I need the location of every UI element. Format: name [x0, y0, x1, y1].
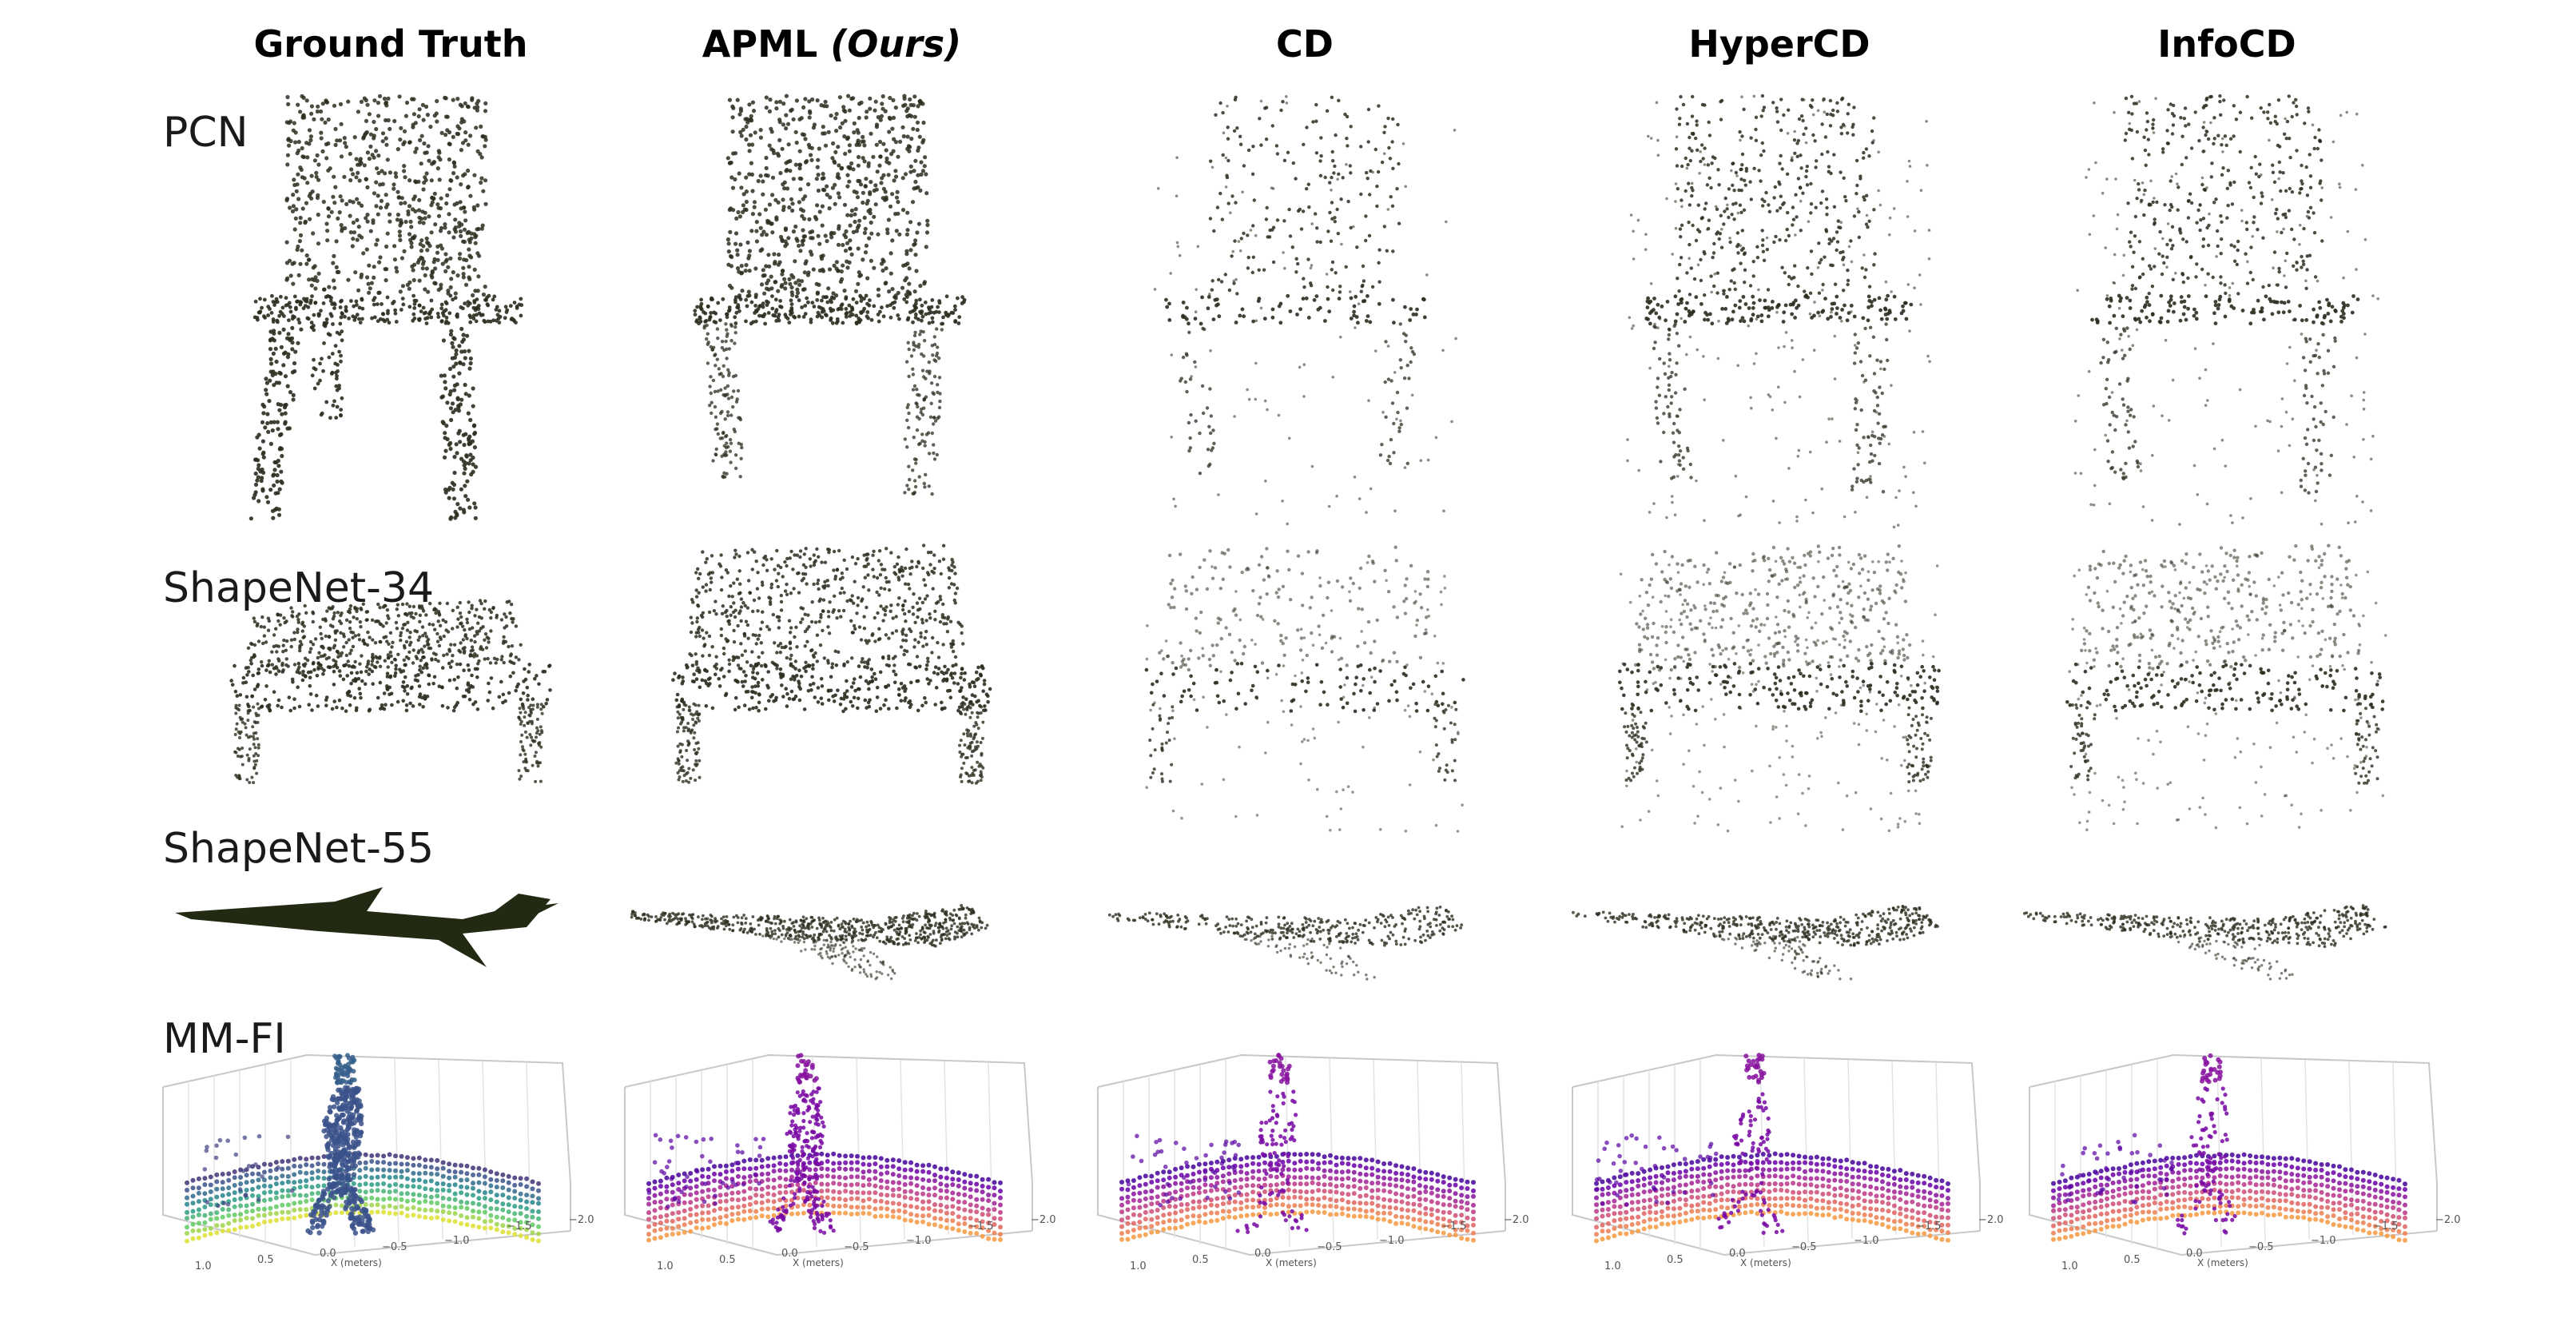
pcn-chair-ground-truth — [248, 94, 524, 521]
pcn-chair-cd — [1153, 95, 1457, 526]
axis-tick-label: 0.5 — [1192, 1254, 1209, 1266]
column-header-hypercd: HyperCD — [1688, 22, 1870, 66]
axis-tick-label: −1.5 — [1916, 1220, 1942, 1232]
axis-tick-label: −2.0 — [2435, 1214, 2461, 1226]
shapenet55-airplane-ground-truth — [175, 887, 559, 967]
axis-tick-label: −0.5 — [844, 1241, 869, 1253]
axis-tick-label: −2.0 — [1978, 1214, 2004, 1226]
axis-tick-label: 0.5 — [257, 1254, 274, 1266]
axis-tick-label: 1.0 — [657, 1260, 674, 1272]
axis-x-label: X (meters) — [2197, 1257, 2248, 1268]
axis-tick-label: −2.0 — [1031, 1214, 1056, 1226]
axis-tick-label: 0.0 — [2186, 1248, 2203, 1260]
row-label-shapenet-34: ShapeNet-34 — [163, 564, 435, 612]
axis-tick-label: 0.0 — [1254, 1248, 1271, 1260]
shapenet34-bench-cd — [1144, 545, 1465, 833]
mmfi-scan-hypercd: 1.0 0.5 0.0 −0.5 −1.0 −1.5 −2.0 X (meters) — [1572, 1053, 2004, 1272]
axis-tick-label: 1.0 — [1604, 1260, 1621, 1272]
axis-tick-label: 1.0 — [1130, 1260, 1147, 1272]
axis-x-label: X (meters) — [1266, 1257, 1317, 1268]
mmfi-scan-infocd: 1.0 0.5 0.0 −0.5 −1.0 −1.5 −2.0 X (meters) — [2029, 1053, 2461, 1272]
row-label-shapenet-55: ShapeNet-55 — [163, 825, 435, 873]
axis-tick-label: −1.5 — [2373, 1220, 2399, 1232]
axis-tick-label: −0.5 — [1791, 1241, 1817, 1253]
shapenet34-bench-infocd — [2065, 544, 2387, 831]
shapenet55-airplane-hypercd — [1572, 905, 1939, 981]
pcn-chair-apml — [693, 94, 967, 496]
axis-x-label: X (meters) — [793, 1257, 844, 1268]
shapenet55-airplane-apml — [630, 903, 989, 981]
axis-tick-label: −2.0 — [1504, 1214, 1529, 1226]
axis-tick-label: −1.5 — [1441, 1220, 1467, 1232]
mmfi-scan-apml: 1.0 0.5 0.0 −0.5 −1.0 −1.5 −2.0 X (meters) — [624, 1053, 1056, 1272]
axis-x-label: X (meters) — [1740, 1257, 1791, 1268]
mmfi-scan-cd: 1.0 0.5 0.0 −0.5 −1.0 −1.5 −2.0 X (meters) — [1097, 1053, 1529, 1272]
axis-tick-label: −1.0 — [906, 1235, 932, 1247]
axis-x-label: X (meters) — [331, 1257, 382, 1268]
axis-tick-label: −1.0 — [2311, 1235, 2336, 1247]
shapenet34-bench-hypercd — [1618, 544, 1941, 833]
shapenet34-bench-ground-truth — [229, 599, 552, 785]
shapenet55-airplane-infocd — [2022, 904, 2387, 981]
axis-tick-label: 0.5 — [719, 1254, 736, 1266]
axis-tick-label: −0.5 — [1317, 1241, 1342, 1253]
pcn-chair-infocd — [2073, 94, 2379, 526]
pcn-chair-hypercd — [1626, 94, 1931, 529]
axis-tick-label: 1.0 — [2061, 1260, 2078, 1272]
shapenet55-airplane-cd — [1107, 906, 1464, 981]
axis-tick-label: −0.5 — [2248, 1241, 2274, 1253]
mmfi-scan-ground-truth: 1.0 0.5 0.0 −0.5 −1.0 −1.5 −2.0 X (meters) — [162, 1053, 594, 1272]
axis-tick-label: 0.5 — [1667, 1254, 1684, 1266]
column-header-apml: APML (Ours) — [702, 22, 962, 66]
column-header-cd: CD — [1276, 22, 1334, 66]
axis-tick-label: −1.5 — [507, 1220, 532, 1232]
axis-tick-label: 0.5 — [2124, 1254, 2141, 1266]
axis-tick-label: −1.0 — [1379, 1235, 1405, 1247]
row-label-pcn: PCN — [163, 109, 248, 157]
axis-tick-label: −0.5 — [382, 1241, 407, 1253]
column-header-ground-truth: Ground Truth — [253, 22, 528, 66]
axis-tick-label: 0.0 — [781, 1248, 798, 1260]
shapenet34-bench-apml — [671, 544, 992, 785]
column-header-infocd: InfoCD — [2157, 22, 2296, 66]
axis-tick-label: 0.0 — [320, 1248, 336, 1260]
axis-tick-label: −2.0 — [569, 1214, 594, 1226]
row-label-mm-fi: MM-FI — [163, 1015, 286, 1063]
axis-tick-label: 1.0 — [195, 1260, 212, 1272]
axis-tick-label: −1.5 — [968, 1220, 994, 1232]
axis-tick-label: 0.0 — [1729, 1248, 1746, 1260]
axis-tick-label: −1.0 — [444, 1235, 470, 1247]
axis-tick-label: −1.0 — [1854, 1235, 1879, 1247]
